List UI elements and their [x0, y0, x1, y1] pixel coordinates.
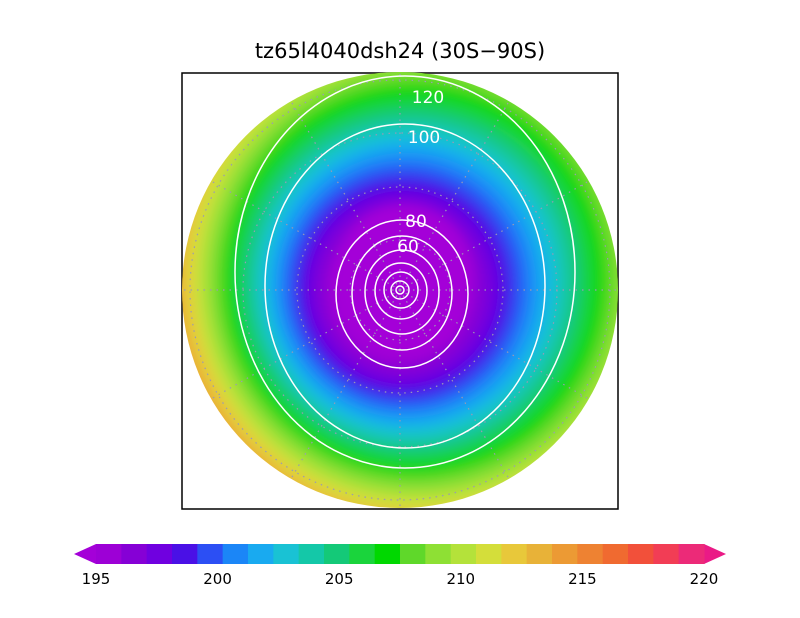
colorbar-swatch-3	[172, 544, 198, 564]
colorbar-swatch-5	[222, 544, 249, 564]
colorbar-swatch-21	[628, 544, 654, 564]
contour-lines	[234, 75, 576, 469]
colorbar-swatch-17	[526, 544, 553, 564]
colorbar-tick-205: 205	[325, 570, 354, 588]
contour-label-120: 120	[412, 88, 444, 108]
latitude-circle-1	[296, 186, 504, 394]
colorbar-swatch-14	[450, 544, 477, 564]
contour-line-3	[351, 235, 453, 351]
colorbar-swatch-19	[577, 544, 604, 564]
field-band-core	[334, 204, 474, 356]
colorbar-swatch-16	[501, 544, 528, 564]
latitude-circle-3	[189, 79, 611, 501]
colorbar-swatch-12	[400, 544, 426, 564]
contour-line-2	[335, 219, 469, 369]
colorbar: 195 200 205 210 215 220	[74, 544, 726, 588]
contour-label-100: 100	[408, 128, 440, 148]
colorbar-swatch-22	[653, 544, 680, 564]
colorbar-swatch-2	[146, 544, 173, 564]
colorbar-swatch-8	[298, 544, 325, 564]
colorbar-swatch-1	[121, 544, 148, 564]
contour-label-80: 80	[405, 212, 427, 232]
temperature-field	[182, 72, 618, 508]
contour-label-60: 60	[397, 237, 419, 257]
colorbar-swatch-20	[602, 544, 629, 564]
colorbar-swatch-23	[678, 544, 705, 564]
colorbar-tick-215: 215	[568, 570, 597, 588]
colorbar-swatch-4	[197, 544, 224, 564]
latitude-circle-0	[349, 239, 451, 341]
colorbar-tick-200: 200	[203, 570, 232, 588]
contour-line-7	[390, 280, 410, 300]
colorbar-swatch-18	[552, 544, 578, 564]
contour-line-0	[234, 75, 576, 469]
colorbar-swatch-11	[374, 544, 401, 564]
contour-line-6	[383, 271, 419, 309]
colorbar-over-arrow	[704, 544, 726, 564]
colorbar-tick-220: 220	[690, 570, 719, 588]
lat-lon-grid	[182, 72, 618, 508]
colorbar-swatch-7	[273, 544, 300, 564]
colorbar-swatch-0	[96, 544, 122, 564]
colorbar-swatch-10	[349, 544, 376, 564]
colorbar-tick-210: 210	[446, 570, 475, 588]
colorbar-tick-195: 195	[82, 570, 111, 588]
colorbar-under-arrow	[74, 544, 96, 564]
contour-labels: 120 100 80 60	[397, 88, 444, 257]
chart-title: tz65l4040dsh24 (30S−90S)	[255, 39, 545, 63]
colorbar-swatch-13	[425, 544, 452, 564]
contour-line-8	[395, 285, 405, 295]
contour-line-4	[364, 249, 440, 335]
colorbar-swatch-15	[476, 544, 502, 564]
contour-line-1	[264, 123, 546, 449]
colorbar-swatch-6	[248, 544, 274, 564]
contour-line-5	[374, 262, 428, 320]
colorbar-swatch-9	[324, 544, 350, 564]
